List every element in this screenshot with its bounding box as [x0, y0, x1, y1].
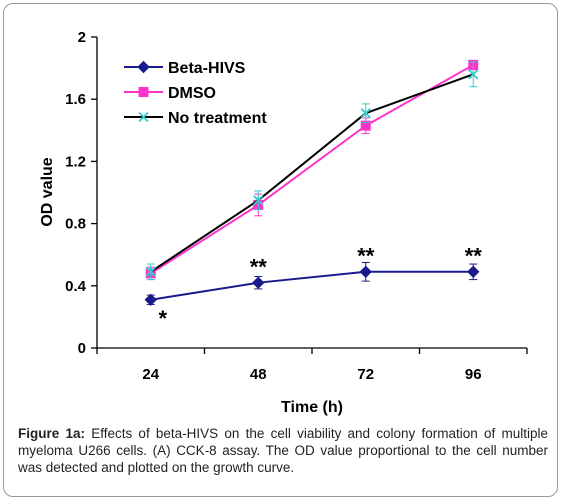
x-tick-label: 96	[465, 366, 482, 383]
y-axis-title: OD value	[39, 157, 56, 226]
y-tick-label: 1.6	[65, 91, 86, 108]
legend-item: Beta-HIVS	[124, 60, 246, 77]
data-point	[468, 69, 479, 80]
y-tick-label: 2	[78, 29, 86, 46]
series-line	[150, 73, 474, 273]
legend-marker	[138, 111, 149, 123]
figure-caption: Figure 1a: Effects of beta-HIVS on the c…	[18, 425, 548, 476]
legend-item: DMSO	[124, 85, 216, 102]
legend-item: No treatment	[124, 110, 267, 127]
y-tick-label: 0	[78, 340, 86, 357]
caption-label: Figure 1a:	[18, 426, 85, 441]
marker-stroke	[253, 195, 264, 206]
series-no-treatment	[145, 61, 479, 281]
x-tick-label: 24	[142, 366, 159, 383]
marker-stroke	[468, 69, 479, 80]
y-tick-label: 0.4	[65, 278, 87, 295]
figure-frame	[3, 3, 558, 497]
significance-marker: *	[158, 306, 167, 331]
data-point	[145, 266, 156, 277]
series-layer	[144, 59, 480, 307]
data-point	[359, 265, 372, 279]
y-tick-label: 1.2	[65, 153, 86, 170]
data-point	[467, 265, 480, 279]
x-tick-label: 48	[250, 366, 267, 383]
significance-marker: **	[357, 244, 375, 269]
legend-label: No treatment	[168, 110, 267, 127]
annotations: *** ** **	[158, 244, 482, 331]
x-tick-label: 72	[357, 366, 374, 383]
data-point	[253, 195, 264, 206]
data-point	[252, 276, 265, 289]
legend: Beta-HIVS DMSO No treatment	[124, 60, 267, 127]
caption-text: Effects of beta-HIVS on the cell viabili…	[18, 426, 548, 475]
line-chart: 0 0.4 0.8 1.2 1.6 2 24 48 72 96 Beta-HIVS DMSO No t…	[39, 29, 528, 416]
data-point	[360, 120, 371, 131]
y-tick-label: 0.8	[65, 216, 86, 233]
series-line	[150, 64, 474, 275]
marker-stroke	[360, 108, 371, 119]
data-point	[144, 293, 157, 307]
marker-stroke	[138, 111, 149, 123]
x-axis-title: Time (h)	[281, 399, 343, 416]
series-beta-hivs	[144, 261, 480, 307]
legend-label: Beta-HIVS	[168, 60, 246, 77]
marker-stroke	[145, 266, 156, 277]
legend-marker	[138, 87, 149, 97]
axes: 0 0.4 0.8 1.2 1.6 2 24 48 72 96	[65, 29, 528, 383]
series-line	[150, 270, 474, 301]
significance-marker: **	[465, 244, 483, 269]
legend-marker	[137, 60, 150, 74]
data-point	[360, 108, 371, 119]
significance-marker: **	[250, 254, 268, 279]
legend-label: DMSO	[168, 85, 216, 102]
